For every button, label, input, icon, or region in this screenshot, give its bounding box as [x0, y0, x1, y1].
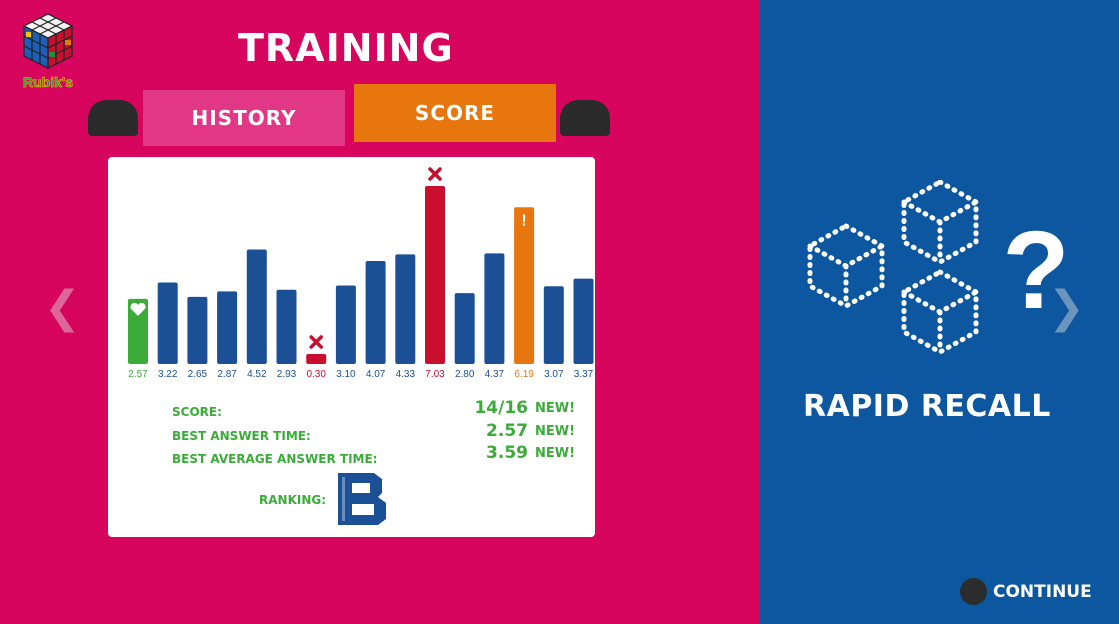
chevron-left-icon[interactable]: ❮ — [44, 282, 81, 333]
dotted-cubes-question-icon: ? — [807, 180, 1070, 355]
svg-text:?: ? — [1002, 209, 1069, 332]
best-average-value: 3.59 — [486, 443, 528, 463]
rubiks-logo: Rubik's — [22, 13, 74, 90]
chart-bar — [187, 296, 208, 364]
best-time-new-badge: NEW! — [535, 424, 576, 439]
chart-bar — [573, 278, 594, 364]
chart-bar — [335, 285, 356, 364]
chart-value-label: 4.37 — [485, 369, 505, 380]
chart-bar — [514, 207, 535, 364]
chart-value-label: 2.93 — [277, 369, 297, 380]
chart-bar — [454, 293, 475, 364]
cross-icon — [428, 167, 442, 181]
chart-value-label: 2.87 — [217, 369, 237, 380]
score-label: SCORE: — [172, 405, 222, 419]
tab-history[interactable]: HISTORY — [143, 90, 345, 146]
gamepad-button-icon — [960, 578, 987, 605]
score-card: 2.57 3.22 2.65 2.87 4.52 2.93 0.30 3.10 4.07 4.33… — [108, 157, 595, 537]
chart-bar — [365, 260, 386, 364]
answer-time-chart: 2.57 3.22 2.65 2.87 4.52 2.93 0.30 3.10 4.07 4.33… — [128, 167, 594, 380]
chart-value-label: 2.57 — [128, 369, 148, 380]
chart-value-label: 4.07 — [366, 369, 386, 380]
chevron-right-icon[interactable]: ❯ — [1048, 282, 1085, 333]
score-value: 14/16 — [474, 398, 528, 418]
ranking-label: RANKING: — [259, 493, 327, 507]
chart-bar — [128, 298, 148, 364]
chart-value-label: 3.07 — [544, 369, 564, 380]
chart-bar — [276, 289, 297, 364]
continue-label: CONTINUE — [993, 581, 1092, 602]
tab-left-bumper[interactable] — [88, 100, 138, 136]
chart-bar — [543, 286, 564, 364]
chart-value-label: 2.65 — [188, 369, 208, 380]
chart-value-label: 4.52 — [247, 369, 267, 380]
chart-value-label: 7.03 — [425, 369, 445, 380]
chart-value-label: 6.19 — [514, 369, 534, 380]
continue-button[interactable]: CONTINUE — [960, 578, 1092, 605]
tab-right-bumper[interactable] — [560, 100, 610, 136]
mode-title: RAPID RECALL — [803, 389, 1051, 424]
best-time-label: BEST ANSWER TIME: — [172, 429, 311, 443]
heart-icon — [130, 302, 146, 316]
chart-value-label: 3.37 — [574, 369, 594, 380]
chart-bar — [246, 249, 267, 364]
chart-value-label: 4.33 — [396, 369, 416, 380]
best-time-value: 2.57 — [486, 421, 528, 441]
ranking-grade: B — [338, 473, 386, 525]
chart-bar — [425, 186, 445, 364]
chart-value-label: 0.30 — [306, 369, 326, 380]
cross-icon — [309, 335, 323, 349]
chart-value-label: 2.80 — [455, 369, 475, 380]
tab-history-label: HISTORY — [191, 106, 297, 130]
best-average-new-badge: NEW! — [535, 446, 576, 461]
best-average-label: BEST AVERAGE ANSWER TIME: — [172, 452, 378, 466]
stats-block: SCORE: 14/16 NEW! BEST ANSWER TIME: 2.57… — [108, 157, 595, 537]
chart-value-label: 3.10 — [336, 369, 356, 380]
score-new-badge: NEW! — [535, 401, 576, 416]
chart-bar — [217, 291, 238, 364]
chart-bar — [395, 254, 416, 364]
tab-score-label: SCORE — [414, 101, 496, 125]
chart-bar — [484, 253, 505, 364]
rubiks-wordmark: Rubik's — [23, 74, 73, 90]
chart-bar — [157, 282, 178, 364]
chart-bar — [306, 354, 327, 364]
page-title: TRAINING — [238, 26, 454, 70]
exclamation-icon: ! — [521, 212, 526, 229]
tab-score[interactable]: SCORE — [354, 84, 556, 142]
chart-value-label: 3.22 — [158, 369, 178, 380]
